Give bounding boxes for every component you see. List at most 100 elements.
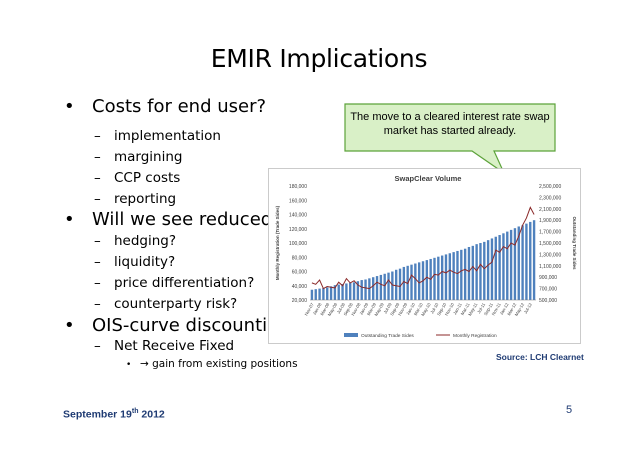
x-tick-label: Nov-10 [444, 301, 456, 316]
sub-sub-bullet: • → gain from existing positions [126, 358, 298, 370]
bar-outstanding [437, 256, 440, 300]
y-axis-label: Monthly Registration (Trade Sides) [275, 205, 280, 280]
dash-marker: – [94, 254, 101, 270]
bar-outstanding [509, 229, 513, 300]
y-tick-label: 160,000 [289, 198, 307, 204]
bar-outstanding [425, 260, 429, 300]
bar-outstanding [402, 266, 406, 300]
bar-outstanding [498, 235, 501, 300]
bullet-dot: • [64, 96, 75, 117]
dash-marker: – [94, 149, 101, 165]
x-tick-label: Jul-09 [382, 301, 392, 314]
bar-outstanding [394, 269, 398, 300]
bar-outstanding [513, 228, 517, 300]
x-tick-label: Sep-09 [389, 301, 401, 316]
x-tick-label: May-08 [327, 301, 339, 316]
y-tick-label: 20,000 [292, 298, 308, 304]
x-tick-label: Jan-09 [358, 301, 369, 315]
bar-outstanding [532, 220, 536, 300]
sub-sub-bullet-text: → gain from existing positions [140, 358, 298, 370]
sub-bullet: – implementation [94, 128, 221, 144]
x-tick-label: May-10 [420, 301, 432, 316]
bar-outstanding [414, 263, 417, 300]
y2-tick-label: 1,500,000 [539, 241, 561, 247]
y2-tick-label: 900,000 [539, 275, 557, 281]
x-tick-label: Sep-11 [483, 301, 494, 316]
bar-outstanding [517, 226, 520, 300]
chart-frame [268, 168, 581, 344]
legend-label-outstanding: Outstanding Trade Sides [361, 333, 414, 339]
bar-outstanding [456, 250, 459, 300]
x-tick-label: Nov-11 [491, 301, 502, 316]
bar-outstanding [383, 273, 386, 300]
dash-marker: – [94, 128, 101, 144]
y2-tick-label: 1,300,000 [539, 252, 561, 258]
bullet-dot: • [64, 209, 75, 230]
slide-title: EMIR Implications [210, 44, 428, 73]
bar-outstanding [360, 280, 363, 300]
bar-outstanding [471, 245, 474, 300]
bullet-text: Will we see reduced… [92, 209, 291, 230]
dash-marker: – [94, 170, 101, 186]
sub-bullet: – counterparty risk? [94, 296, 237, 312]
bar-outstanding [333, 285, 337, 300]
bar-outstanding [525, 223, 528, 300]
bar-outstanding [463, 248, 467, 300]
y2-tick-label: 1,100,000 [539, 264, 561, 270]
x-tick-label: Nov-08 [350, 301, 362, 316]
callout-text: The move to a cleared interest rate swap… [350, 111, 550, 137]
x-tick-label: Sep-08 [343, 301, 355, 316]
y2-tick-label: 2,100,000 [539, 207, 561, 213]
bar-outstanding [521, 225, 524, 300]
x-tick-label: Jan-10 [405, 301, 416, 315]
x-tick-label: Jan-12 [499, 301, 510, 315]
bullet-reduced: • Will we see reduced… [64, 209, 290, 230]
y-tick-label: 40,000 [292, 284, 308, 290]
bar-outstanding [483, 241, 486, 300]
bar-outstanding [506, 231, 509, 300]
sub-bullet: – hedging? [94, 233, 176, 249]
y-tick-label: 80,000 [292, 255, 308, 261]
bar-outstanding [310, 289, 314, 300]
dash-marker: – [94, 275, 101, 291]
bar-outstanding [387, 272, 390, 300]
bar-outstanding [433, 257, 436, 300]
bar-outstanding [318, 288, 321, 300]
bullet-dot: • [64, 315, 75, 336]
x-tick-label: Mar-09 [366, 301, 377, 316]
y-tick-label: 100,000 [289, 241, 307, 247]
bar-outstanding [372, 277, 375, 300]
sub-bullet-text: implementation [114, 128, 221, 144]
x-tick-label: Jul-11 [476, 301, 486, 314]
dash-marker: – [94, 191, 101, 207]
sub-bullet-text: price differentiation? [114, 275, 255, 291]
legend-label-monthly: Monthly Registration [453, 333, 497, 339]
x-tick-label: Mar-12 [506, 301, 517, 316]
y2-tick-label: 2,300,000 [539, 195, 561, 201]
sub-bullet-text: hedging? [114, 233, 177, 249]
y2-tick-label: 1,700,000 [539, 230, 561, 236]
dash-marker: – [94, 338, 101, 354]
sub-bullet: – margining [94, 149, 183, 165]
footer-date-sup: th [131, 408, 139, 415]
bar-outstanding [398, 268, 402, 300]
x-tick-label: Mar-08 [319, 301, 330, 316]
bar-outstanding [356, 281, 360, 300]
bar-outstanding [479, 243, 482, 300]
callout-box: The move to a cleared interest rate swap… [344, 103, 556, 175]
line-monthly-registration [311, 206, 535, 290]
bullet-costs: • Costs for end user? [64, 96, 266, 117]
bar-outstanding [410, 264, 413, 300]
bar-outstanding [337, 284, 340, 300]
x-tick-label: Jul-08 [336, 301, 346, 314]
y2-axis-label: Outstanding Trade Sides [572, 216, 577, 270]
bar-outstanding [444, 254, 448, 300]
bar-outstanding [364, 279, 367, 300]
x-tick-label: May-11 [467, 301, 479, 316]
footer-date-year: 2012 [138, 408, 165, 421]
y-tick-label: 120,000 [289, 227, 307, 233]
y-tick-label: 140,000 [289, 213, 307, 219]
x-tick-label: May-09 [373, 301, 385, 316]
bullet-text: OIS-curve discounting [92, 315, 290, 336]
x-tick-label: Jul-12 [523, 301, 533, 314]
